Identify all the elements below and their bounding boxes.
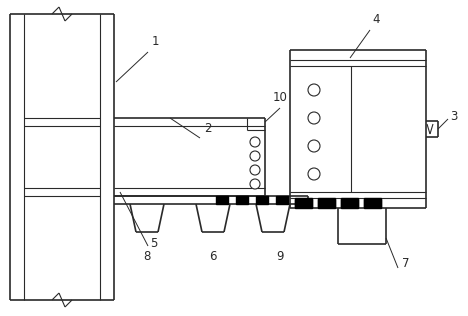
Circle shape (250, 179, 260, 189)
Circle shape (308, 168, 320, 180)
Circle shape (250, 137, 260, 147)
Bar (318, 199, 335, 207)
Bar (276, 196, 288, 204)
Text: 10: 10 (272, 91, 287, 104)
Text: 6: 6 (209, 250, 217, 263)
Bar (341, 198, 358, 208)
Bar (295, 199, 312, 207)
Circle shape (308, 140, 320, 152)
Circle shape (308, 84, 320, 96)
Bar (256, 196, 268, 204)
Text: 5: 5 (150, 237, 157, 250)
Text: 9: 9 (276, 250, 284, 263)
Text: 7: 7 (402, 257, 410, 270)
Bar (318, 198, 335, 208)
Bar (236, 196, 248, 204)
Bar (295, 198, 312, 208)
Text: 2: 2 (204, 122, 212, 135)
Bar (364, 198, 381, 208)
Bar (216, 196, 228, 204)
Bar (341, 199, 358, 207)
Text: 1: 1 (152, 35, 160, 48)
Text: 3: 3 (450, 111, 457, 124)
Circle shape (250, 151, 260, 161)
Circle shape (250, 165, 260, 175)
Circle shape (308, 112, 320, 124)
Bar (364, 199, 381, 207)
Text: 8: 8 (143, 250, 151, 263)
Text: 4: 4 (372, 13, 380, 26)
